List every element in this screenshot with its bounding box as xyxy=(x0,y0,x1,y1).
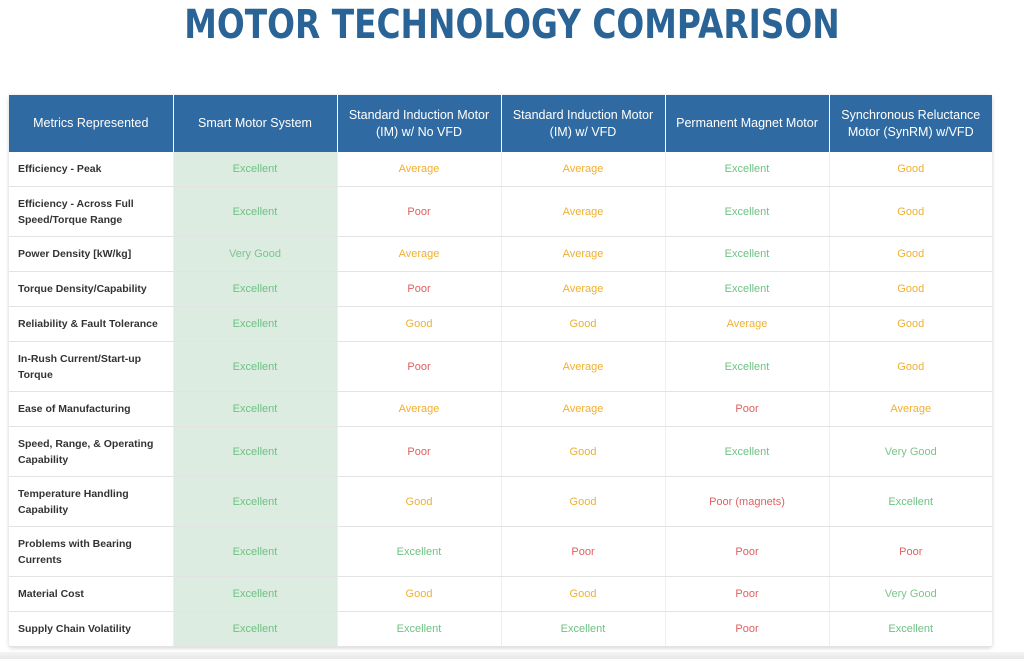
column-header: Standard Induction Motor (IM) w/ VFD xyxy=(501,95,666,152)
table-row: Power Density [kW/kg] Very Good Average Ave… xyxy=(9,236,992,272)
metric-label: Speed, Range, & Operating Capability xyxy=(9,426,174,477)
rating-cell: Good xyxy=(501,476,666,527)
rating-cell: Average xyxy=(501,341,666,392)
rating-cell: Excellent xyxy=(173,152,338,187)
rating-cell: Good xyxy=(829,271,992,307)
header-row: Metrics Represented Smart Motor System S… xyxy=(9,95,992,152)
rating-cell: Very Good xyxy=(829,426,992,477)
rating-cell: Excellent xyxy=(665,426,830,477)
comparison-table: Metrics Represented Smart Motor System S… xyxy=(9,95,992,647)
metric-label: Torque Density/Capability xyxy=(9,271,174,307)
rating-cell: Poor xyxy=(665,611,830,647)
rating-cell: Very Good xyxy=(173,236,338,272)
rating-cell: Excellent xyxy=(665,341,830,392)
rating-cell: Poor xyxy=(337,271,502,307)
rating-cell: Good xyxy=(501,306,666,342)
metric-label: Power Density [kW/kg] xyxy=(9,236,174,272)
rating-cell: Excellent xyxy=(173,426,338,477)
column-header: Standard Induction Motor (IM) w/ No VFD xyxy=(337,95,502,152)
rating-cell: Average xyxy=(337,236,502,272)
rating-cell: Average xyxy=(501,186,666,237)
column-header: Smart Motor System xyxy=(173,95,338,152)
page-bottom-edge xyxy=(0,652,1024,659)
rating-cell: Poor xyxy=(337,341,502,392)
table-row: Supply Chain Volatility Excellent Excellen… xyxy=(9,611,992,647)
rating-cell: Good xyxy=(829,186,992,237)
table-row: In-Rush Current/Start-up Torque Excellent… xyxy=(9,341,992,392)
rating-cell: Good xyxy=(501,576,666,612)
rating-cell: Poor xyxy=(337,426,502,477)
metric-label: Efficiency - Across Full Speed/Torque Ra… xyxy=(9,186,174,237)
column-header: Synchronous Reluctance Motor (SynRM) w/V… xyxy=(829,95,992,152)
metric-label: Reliability & Fault Tolerance xyxy=(9,306,174,342)
rating-cell: Poor (magnets) xyxy=(665,476,830,527)
metric-label: Material Cost xyxy=(9,576,174,612)
rating-cell: Poor xyxy=(829,526,992,577)
rating-cell: Very Good xyxy=(829,576,992,612)
table-row: Torque Density/Capability Excellent Poor Av… xyxy=(9,271,992,307)
rating-cell: Excellent xyxy=(173,476,338,527)
metric-label: Ease of Manufacturing xyxy=(9,391,174,427)
rating-cell: Excellent xyxy=(173,271,338,307)
column-header: Permanent Magnet Motor xyxy=(665,95,830,152)
metric-label: In-Rush Current/Start-up Torque xyxy=(9,341,174,392)
rating-cell: Excellent xyxy=(173,391,338,427)
table-row: Problems with Bearing Currents Excellent E… xyxy=(9,526,992,577)
rating-cell: Excellent xyxy=(337,611,502,647)
rating-cell: Good xyxy=(829,341,992,392)
rating-cell: Average xyxy=(337,152,502,187)
metric-label: Supply Chain Volatility xyxy=(9,611,174,647)
rating-cell: Good xyxy=(337,576,502,612)
rating-cell: Excellent xyxy=(829,611,992,647)
rating-cell: Excellent xyxy=(665,186,830,237)
rating-cell: Average xyxy=(501,391,666,427)
rating-cell: Poor xyxy=(665,576,830,612)
rating-cell: Average xyxy=(501,152,666,187)
table-row: Efficiency - Across Full Speed/Torque Ra… xyxy=(9,186,992,237)
table-row: Ease of Manufacturing Excellent Average Ave… xyxy=(9,391,992,427)
rating-cell: Good xyxy=(501,426,666,477)
rating-cell: Poor xyxy=(337,186,502,237)
table-row: Material Cost Excellent Good Good Poor Very G… xyxy=(9,576,992,612)
column-header: Metrics Represented xyxy=(9,95,174,152)
rating-cell: Good xyxy=(829,306,992,342)
rating-cell: Excellent xyxy=(173,186,338,237)
rating-cell: Poor xyxy=(501,526,666,577)
rating-cell: Excellent xyxy=(665,236,830,272)
rating-cell: Average xyxy=(337,391,502,427)
rating-cell: Excellent xyxy=(173,341,338,392)
rating-cell: Excellent xyxy=(665,271,830,307)
rating-cell: Excellent xyxy=(173,611,338,647)
table-row: Speed, Range, & Operating Capability Exce… xyxy=(9,426,992,477)
metric-label: Problems with Bearing Currents xyxy=(9,526,174,577)
rating-cell: Excellent xyxy=(501,611,666,647)
rating-cell: Good xyxy=(337,306,502,342)
rating-cell: Average xyxy=(829,391,992,427)
metric-label: Efficiency - Peak xyxy=(9,152,174,187)
table-row: Temperature Handling Capability Excellent… xyxy=(9,476,992,527)
rating-cell: Average xyxy=(501,236,666,272)
rating-cell: Poor xyxy=(665,391,830,427)
rating-cell: Excellent xyxy=(173,526,338,577)
rating-cell: Excellent xyxy=(829,476,992,527)
metric-label: Temperature Handling Capability xyxy=(9,476,174,527)
rating-cell: Poor xyxy=(665,526,830,577)
rating-cell: Average xyxy=(501,271,666,307)
page-title: MOTOR TECHNOLOGY COMPARISON xyxy=(184,2,840,48)
rating-cell: Excellent xyxy=(665,152,830,187)
rating-cell: Excellent xyxy=(337,526,502,577)
table-row: Efficiency - Peak Excellent Average Average… xyxy=(9,152,992,187)
rating-cell: Excellent xyxy=(173,306,338,342)
rating-cell: Good xyxy=(337,476,502,527)
rating-cell: Excellent xyxy=(173,576,338,612)
comparison-table-container: Metrics Represented Smart Motor System S… xyxy=(9,95,992,647)
rating-cell: Good xyxy=(829,236,992,272)
rating-cell: Average xyxy=(665,306,830,342)
rating-cell: Good xyxy=(829,152,992,187)
table-row: Reliability & Fault Tolerance Excellent Go… xyxy=(9,306,992,342)
